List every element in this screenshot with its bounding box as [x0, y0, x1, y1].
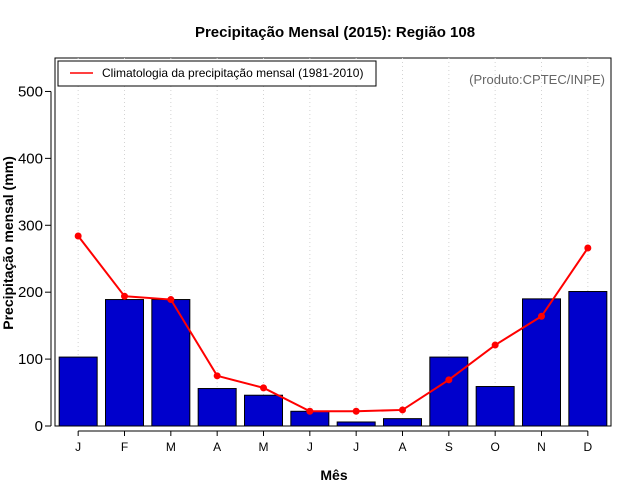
bar-8	[429, 356, 469, 427]
x-tick-label-8: S	[445, 440, 453, 454]
x-tick-label-5: J	[307, 440, 313, 454]
bar-6	[336, 421, 376, 427]
x-tick-label-3: A	[213, 440, 221, 454]
bar-0	[58, 356, 98, 427]
y-tick-label-500: 500	[18, 83, 43, 100]
y-axis-label: Precipitação mensal (mm)	[0, 156, 16, 330]
climatology-point-9	[491, 341, 499, 349]
bar-11	[568, 291, 608, 427]
y-tick-label-0: 0	[35, 418, 43, 435]
bar-3	[197, 388, 237, 427]
bar-10	[522, 298, 561, 427]
bar-1	[105, 299, 144, 427]
x-axis-label: Mês	[320, 467, 347, 483]
climatology-point-3	[213, 372, 221, 380]
climatology-point-0	[74, 232, 82, 240]
x-tick-label-10: N	[537, 440, 546, 454]
climatology-point-11	[584, 244, 592, 252]
bar-2	[151, 299, 191, 427]
y-tick-label-100: 100	[18, 351, 43, 368]
y-axis: 0 100 200 300 400 500	[18, 83, 52, 435]
gridlines	[77, 58, 589, 426]
x-tick-label-4: M	[259, 440, 269, 454]
climatology-point-4	[260, 384, 267, 392]
climatology-point-7	[399, 406, 406, 414]
climatology-point-5	[306, 407, 314, 415]
bar-7	[383, 418, 422, 427]
climatology-line-series	[74, 232, 592, 415]
chart-title: Precipitação Mensal (2015): Região 108	[195, 24, 475, 41]
x-tick-label-6: J	[353, 440, 359, 454]
y-tick-label-400: 400	[18, 150, 43, 167]
bar-4	[244, 394, 283, 427]
bar-series	[58, 291, 608, 427]
y-tick-label-300: 300	[18, 217, 43, 234]
climatology-point-6	[352, 407, 360, 415]
legend-label-climatology: Climatologia da precipitação mensal (198…	[102, 66, 363, 80]
climatology-line	[77, 235, 589, 413]
x-tick-label-1: F	[121, 440, 128, 454]
climatology-point-1	[121, 292, 128, 300]
y-tick-label-200: 200	[18, 284, 43, 301]
plot-frame	[54, 57, 612, 427]
legend: Climatologia da precipitação mensal (198…	[57, 60, 377, 87]
legend-box	[57, 60, 377, 87]
x-tick-label-2: M	[166, 440, 176, 454]
x-tick-label-9: O	[490, 440, 499, 454]
x-tick-label-7: A	[398, 440, 406, 454]
bar-9	[475, 386, 515, 427]
source-note: (Produto:CPTEC/INPE)	[469, 72, 605, 87]
climatology-point-8	[445, 376, 453, 384]
climatology-point-2	[167, 296, 175, 304]
x-tick-label-11: D	[583, 440, 592, 454]
climatology-point-10	[538, 312, 545, 320]
x-tick-label-0: J	[75, 440, 81, 454]
